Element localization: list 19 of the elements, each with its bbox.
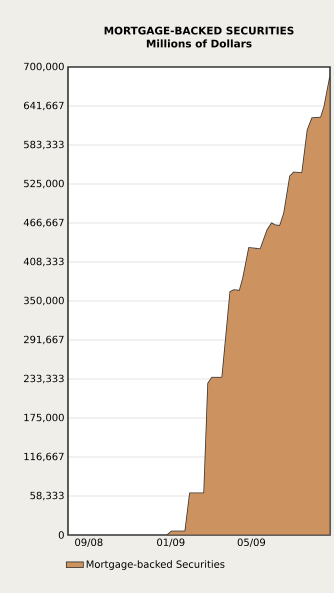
chart-subtitle: Millions of Dollars	[146, 39, 252, 48]
y-tick-label: 408,333	[24, 258, 64, 266]
legend-label: Mortgage-backed Securities	[86, 560, 224, 570]
y-tick-label: 175,000	[24, 414, 64, 422]
y-tick-label: 291,667	[24, 336, 64, 344]
y-tick-label: 116,667	[24, 452, 64, 462]
y-tick-label: 583,333	[24, 140, 64, 150]
x-tick-label: 01/09	[157, 538, 184, 547]
y-tick-label: 525,000	[24, 180, 64, 188]
chart-title: MORTGAGE-BACKED SECURITIES	[104, 26, 294, 35]
y-tick-label: 58,333	[30, 492, 64, 500]
y-tick-label: 700,000	[24, 62, 64, 72]
x-tick-label: 09/08	[75, 538, 102, 547]
y-tick-label: 0	[58, 531, 64, 539]
y-tick-label: 466,667	[24, 218, 64, 228]
y-tick-label: 641,667	[24, 102, 64, 110]
y-tick-label: 350,000	[24, 296, 64, 306]
x-tick-label: 05/09	[238, 538, 266, 547]
y-tick-label: 233,333	[24, 374, 64, 384]
